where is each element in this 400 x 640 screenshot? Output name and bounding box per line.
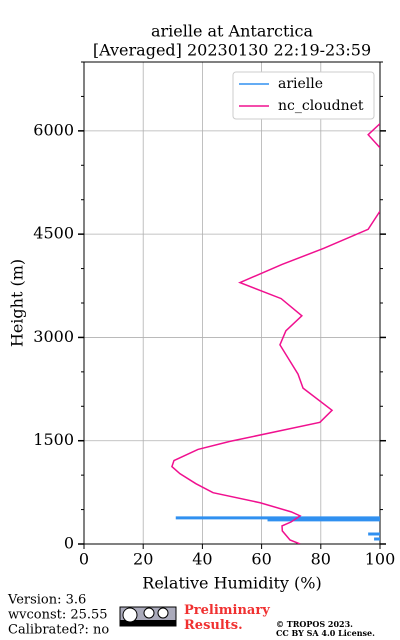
license: CC BY SA 4.0 License. xyxy=(276,628,375,638)
version: Version: 3.6 xyxy=(7,593,86,608)
legend-label: nc_cloudnet xyxy=(278,98,364,114)
y-axis-label: Height (m) xyxy=(8,259,27,347)
y-tick-label: 6000 xyxy=(33,120,74,139)
x-tick-label: 80 xyxy=(311,550,331,569)
y-tick-label: 4500 xyxy=(33,224,74,243)
x-tick-label: 0 xyxy=(79,550,89,569)
x-axis-label: Relative Humidity (%) xyxy=(142,574,321,593)
x-tick-label: 20 xyxy=(133,550,153,569)
y-tick-label: 0 xyxy=(64,534,74,553)
y-tick-label: 3000 xyxy=(33,327,74,346)
calibrated: Calibrated?: no xyxy=(8,623,109,638)
chart-subtitle: [Averaged] 20230130 22:19-23:59 xyxy=(93,41,371,60)
chart-title: arielle at Antarctica xyxy=(151,22,314,41)
x-tick-label: 60 xyxy=(251,550,271,569)
legend-label: arielle xyxy=(278,76,323,92)
series-line xyxy=(171,123,380,544)
plot-frame xyxy=(83,61,381,545)
x-tick-label: 100 xyxy=(365,550,396,569)
notice: Preliminary Results. xyxy=(184,603,270,633)
x-tick-label: 40 xyxy=(192,550,212,569)
series-line xyxy=(175,516,380,541)
copyright: © TROPOS 2023. xyxy=(276,619,353,629)
y-tick-label: 1500 xyxy=(33,430,74,449)
cc-icon xyxy=(119,606,177,627)
wvconst: wvconst: 25.55 xyxy=(8,608,108,623)
